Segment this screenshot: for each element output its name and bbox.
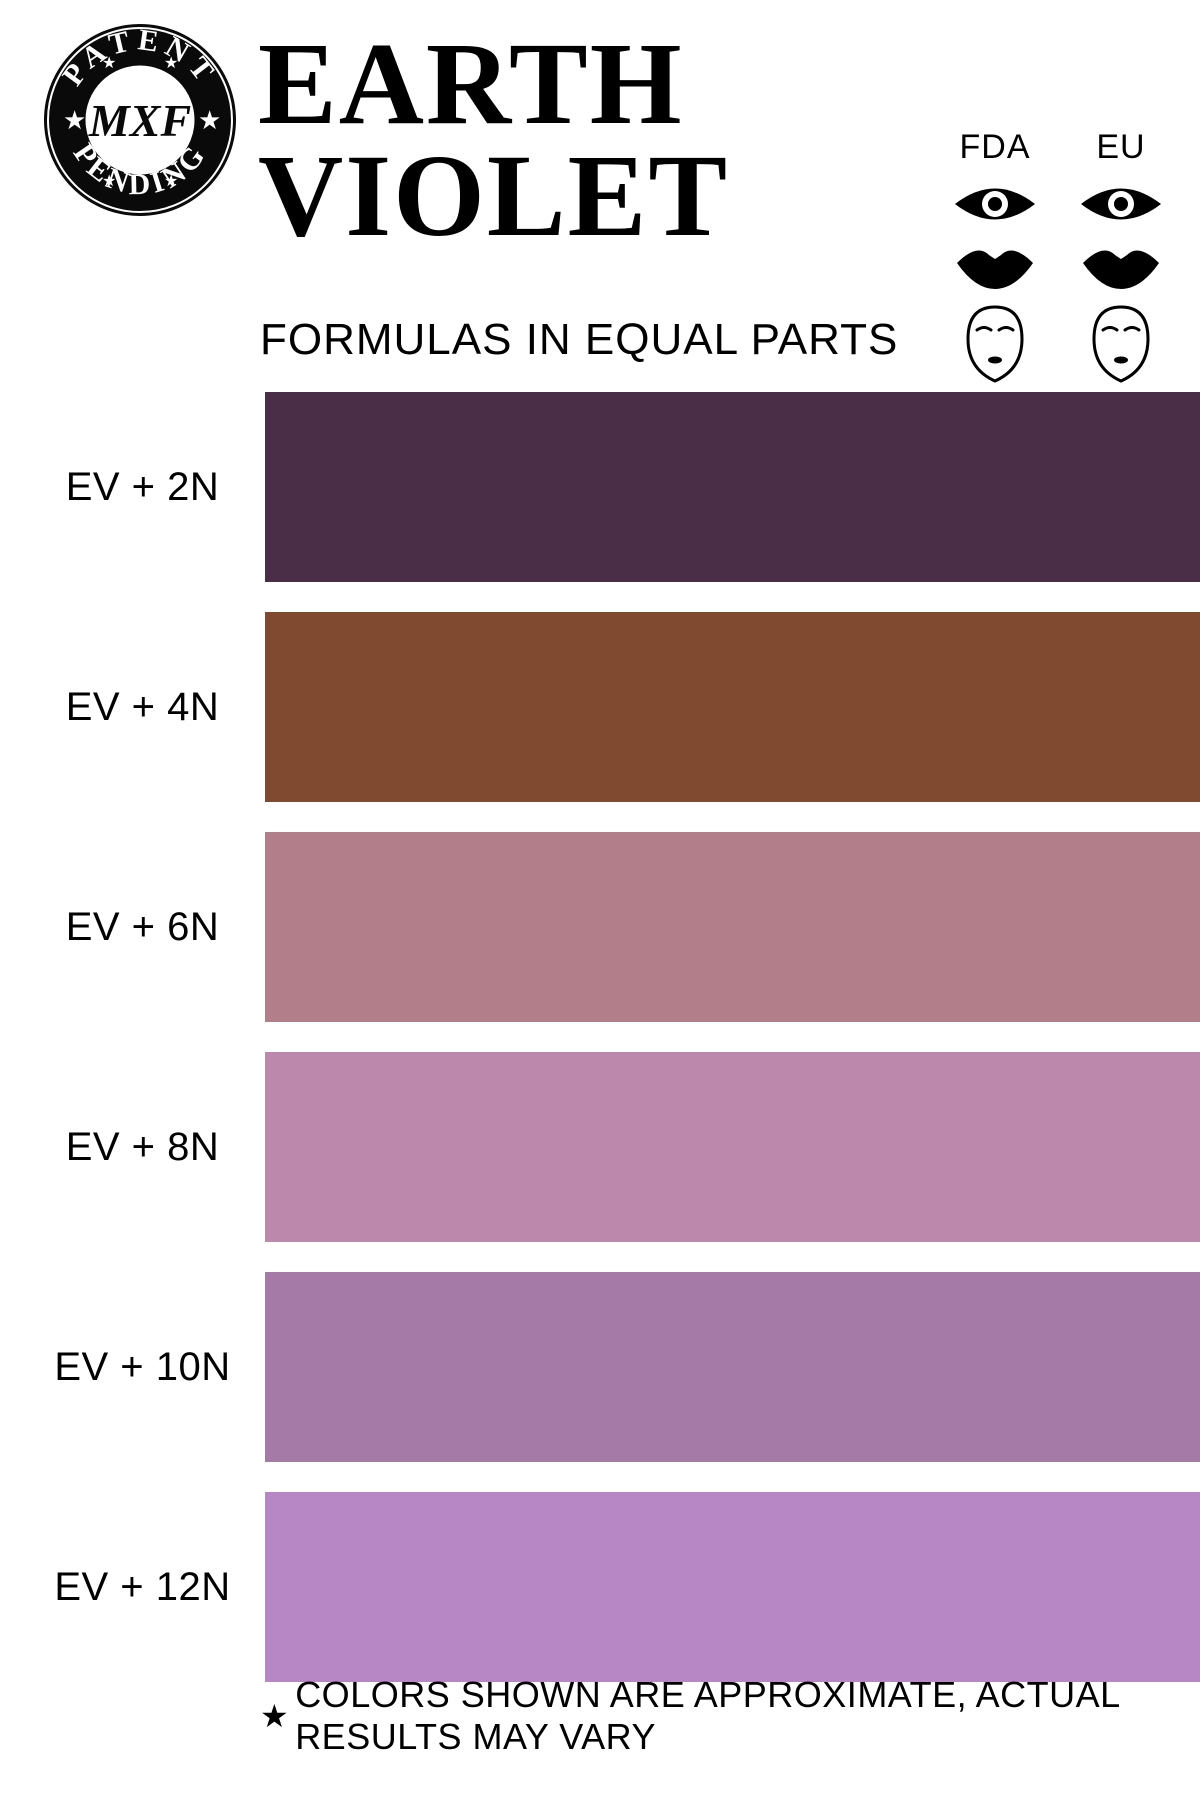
eye-icon bbox=[1077, 179, 1165, 229]
svg-text:★: ★ bbox=[198, 105, 221, 135]
swatch-color bbox=[265, 1492, 1200, 1682]
svg-text:★: ★ bbox=[102, 173, 116, 190]
subtitle: FORMULAS IN EQUAL PARTS bbox=[260, 315, 898, 365]
swatch-row: EV + 2N bbox=[0, 392, 1200, 582]
footnote: ★ COLORS SHOWN ARE APPROXIMATE, ACTUAL R… bbox=[260, 1674, 1200, 1758]
eye-icon bbox=[951, 179, 1039, 229]
regulatory-label: EU bbox=[1096, 128, 1145, 167]
lips-icon bbox=[1077, 241, 1165, 291]
svg-text:★: ★ bbox=[164, 55, 178, 72]
swatch-color bbox=[265, 832, 1200, 1022]
swatch-label: EV + 12N bbox=[0, 1565, 265, 1610]
footnote-text: COLORS SHOWN ARE APPROXIMATE, ACTUAL RES… bbox=[295, 1674, 1200, 1758]
regulatory-column-eu: EU bbox=[1077, 128, 1165, 385]
regulatory-block: FDA EU bbox=[951, 128, 1165, 385]
title-line-2: VIOLET bbox=[258, 140, 729, 252]
swatch-color bbox=[265, 1052, 1200, 1242]
swatch-label: EV + 2N bbox=[0, 465, 265, 510]
svg-text:★: ★ bbox=[63, 105, 86, 135]
swatch-row: EV + 6N bbox=[0, 832, 1200, 1022]
swatch-row: EV + 4N bbox=[0, 612, 1200, 802]
swatch-label: EV + 8N bbox=[0, 1125, 265, 1170]
star-icon: ★ bbox=[260, 1697, 289, 1735]
svg-text:★: ★ bbox=[164, 173, 178, 190]
swatch-color bbox=[265, 1272, 1200, 1462]
swatch-row: EV + 10N bbox=[0, 1272, 1200, 1462]
swatch-row: EV + 12N bbox=[0, 1492, 1200, 1682]
regulatory-column-fda: FDA bbox=[951, 128, 1039, 385]
title-line-1: EARTH bbox=[258, 28, 729, 140]
page-title: EARTH VIOLET bbox=[258, 20, 729, 252]
swatch-chart: EV + 2N EV + 4N EV + 6N EV + 8N EV + 10N EV +… bbox=[0, 392, 1200, 1712]
face-icon bbox=[960, 303, 1030, 385]
svg-text:★: ★ bbox=[102, 55, 116, 72]
regulatory-label: FDA bbox=[960, 128, 1031, 167]
swatch-color bbox=[265, 392, 1200, 582]
face-icon bbox=[1086, 303, 1156, 385]
swatch-row: EV + 8N bbox=[0, 1052, 1200, 1242]
swatch-color bbox=[265, 612, 1200, 802]
patent-badge: PATENT PENDING ★ ★ ★ ★ ★ ★ MXF bbox=[40, 20, 240, 220]
swatch-label: EV + 4N bbox=[0, 685, 265, 730]
swatch-label: EV + 6N bbox=[0, 905, 265, 950]
badge-center-text: MXF bbox=[88, 95, 191, 146]
swatch-label: EV + 10N bbox=[0, 1345, 265, 1390]
lips-icon bbox=[951, 241, 1039, 291]
